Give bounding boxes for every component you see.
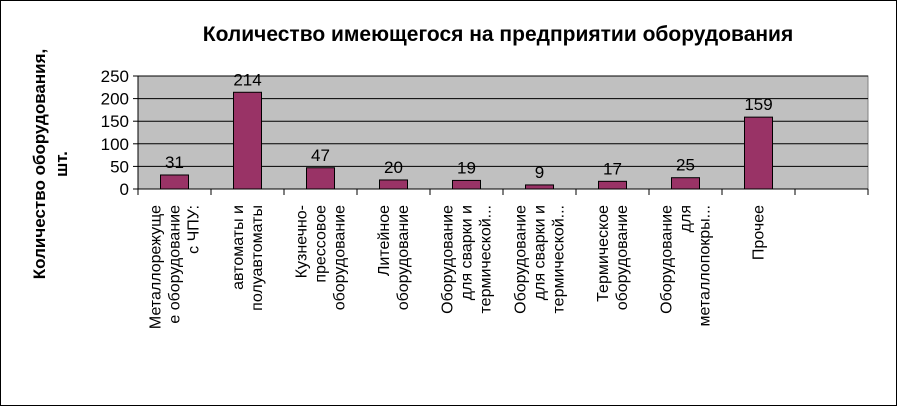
y-tick-label: 150: [101, 112, 129, 131]
data-label: 25: [676, 156, 695, 175]
chart-title: Количество имеющегося на предприятии обо…: [203, 23, 793, 46]
bar: [233, 91, 262, 190]
bar: [306, 167, 335, 190]
category-label: Кузнечно-: [294, 205, 311, 278]
y-axis-label-line-1: Количество оборудования,: [30, 49, 49, 279]
bar: [379, 179, 408, 190]
data-labels: 31 214 47 20 19 9 17 25 159: [165, 70, 773, 182]
bar: [744, 116, 773, 190]
category-label: Литейное: [376, 205, 393, 276]
category-label: для сварки и: [459, 205, 476, 300]
data-label: 214: [233, 70, 261, 89]
category-label: Термическое: [595, 205, 612, 302]
category-label: е оборудование: [167, 205, 184, 324]
y-axis-label: Количество оборудования, шт.: [30, 49, 71, 279]
data-label: 19: [457, 158, 476, 177]
category-label: с ЧПУ:: [186, 205, 203, 254]
bar: [160, 174, 189, 190]
category-label: для сварки и: [532, 205, 549, 300]
category-label: Оборудование: [440, 205, 457, 314]
category-label: термической...: [551, 205, 568, 313]
data-label: 47: [311, 146, 330, 165]
category-label: для: [678, 205, 695, 232]
data-label: 17: [603, 159, 622, 178]
bar: [525, 184, 554, 190]
category-label: автоматы и: [230, 205, 247, 290]
category-labels: Металлорежуще е оборудование с ЧПУ: автомат…: [148, 205, 768, 329]
category-label: Прочее: [751, 205, 768, 260]
y-tick-label: 0: [120, 180, 129, 199]
y-axis-label-line-2: шт.: [52, 151, 71, 177]
category-label: Оборудование: [659, 205, 676, 314]
bars: [160, 91, 773, 190]
category-label: полуавтоматы: [249, 205, 266, 311]
data-label: 9: [535, 163, 544, 182]
data-label: 31: [165, 153, 184, 172]
category-label: прессовое: [313, 205, 330, 283]
category-label: оборудование: [614, 205, 631, 310]
y-tick-label: 50: [110, 157, 129, 176]
bar: [452, 179, 481, 190]
y-axis: 0 50 100 150 200 250: [101, 67, 138, 199]
category-label: Оборудование: [513, 205, 530, 314]
y-tick-label: 200: [101, 90, 129, 109]
category-label: металлопокры...: [697, 205, 714, 326]
data-label: 159: [744, 95, 772, 114]
category-label: оборудование: [332, 205, 349, 310]
y-tick-label: 100: [101, 135, 129, 154]
category-label: оборудование: [395, 205, 412, 310]
data-label: 20: [384, 158, 403, 177]
category-label: Металлорежуще: [148, 205, 165, 329]
y-tick-label: 250: [101, 67, 129, 86]
bar: [671, 177, 700, 190]
category-label: термической...: [478, 205, 495, 313]
bar: [598, 180, 627, 190]
